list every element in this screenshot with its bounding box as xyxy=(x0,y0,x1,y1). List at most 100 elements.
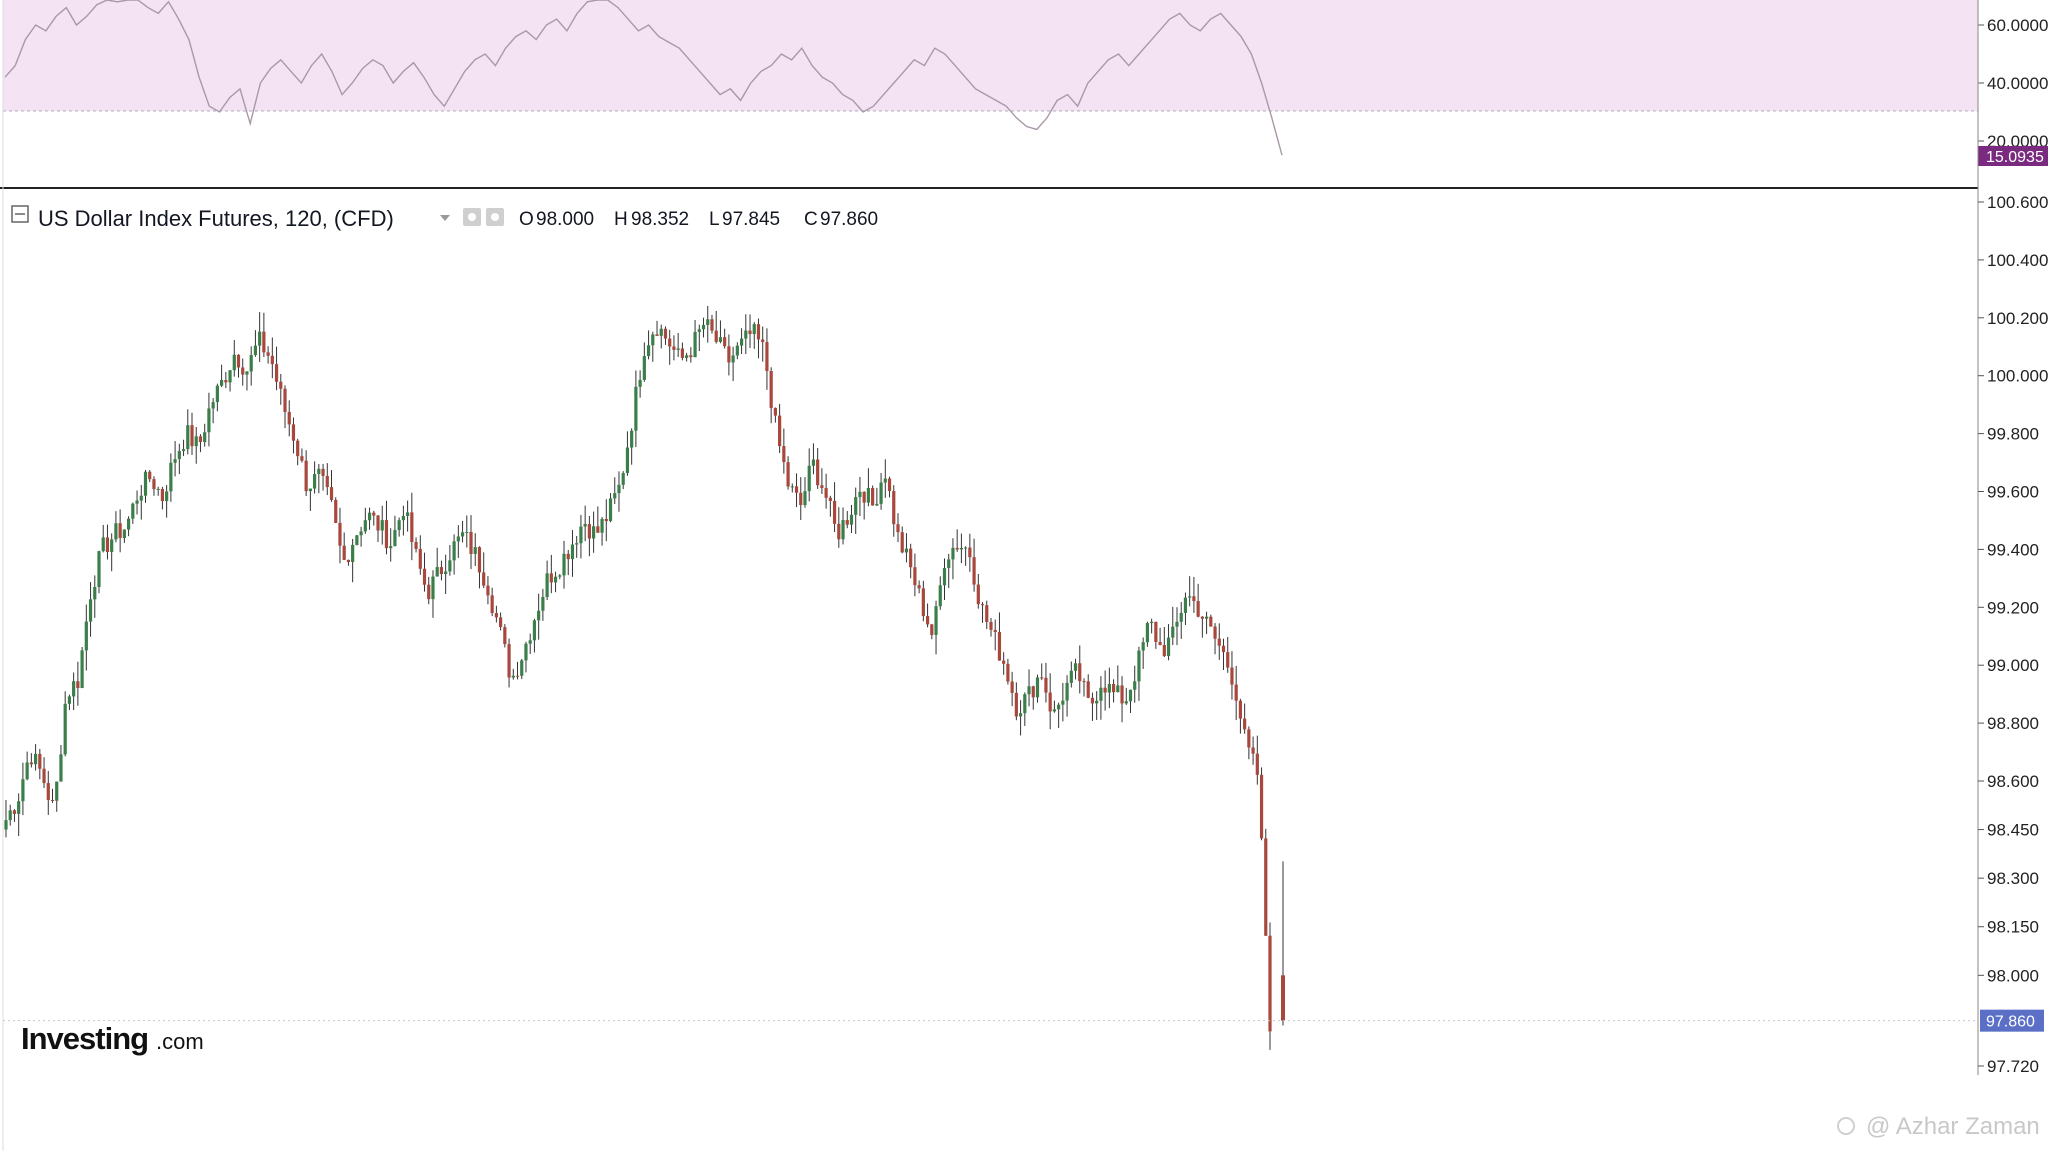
candle-body xyxy=(1247,729,1251,748)
candle-body xyxy=(249,355,253,372)
candle-body xyxy=(1010,681,1014,693)
candle-body xyxy=(126,518,131,530)
candle-body xyxy=(12,810,17,814)
candle-body xyxy=(287,411,291,425)
candle-body xyxy=(1111,683,1116,693)
candle-body xyxy=(401,515,405,521)
candle-body xyxy=(1255,753,1259,775)
candle-body xyxy=(1018,713,1023,717)
ohlc-close-key: C xyxy=(804,209,818,230)
price-tick-label: 99.000 xyxy=(1987,656,2039,675)
candle-body xyxy=(422,568,427,585)
candle-body xyxy=(1221,645,1226,653)
candle-body xyxy=(959,547,963,550)
candle-body xyxy=(236,354,241,368)
rsi-overbought-band xyxy=(3,0,1978,111)
candle-body xyxy=(1002,660,1006,664)
candle-body xyxy=(308,488,312,492)
candle-body xyxy=(993,629,997,633)
candle-body xyxy=(909,548,913,568)
candle-body xyxy=(1031,686,1035,698)
candle-body xyxy=(896,524,900,533)
candle-body xyxy=(575,543,579,545)
price-tick-label: 98.150 xyxy=(1987,918,2039,937)
candle-body xyxy=(203,432,207,443)
candle-body xyxy=(258,331,262,346)
candle-body xyxy=(790,486,794,488)
price-panel[interactable]: 100.600 100.400 100.200 100.000 99.800 99.600… xyxy=(3,193,2048,1076)
candle-body xyxy=(152,479,156,490)
candle-body xyxy=(169,462,173,492)
candle-body xyxy=(951,547,955,560)
candle-body xyxy=(727,346,731,363)
watermark-icon xyxy=(1837,1117,1855,1135)
candle-body xyxy=(1230,667,1234,685)
ohlc-close-value: 97.860 xyxy=(820,209,878,230)
candle-body xyxy=(672,346,676,350)
candle-body xyxy=(72,681,76,697)
candle-body xyxy=(1027,686,1031,695)
candle-body xyxy=(756,324,761,340)
chevron-down-icon[interactable] xyxy=(440,215,450,221)
candle-body xyxy=(1137,650,1141,682)
candle-body xyxy=(452,541,456,561)
last-price-badge xyxy=(1980,1009,2044,1032)
candle-body xyxy=(435,567,439,577)
price-tick-label: 98.600 xyxy=(1987,772,2039,791)
ohlc-open-key: O xyxy=(519,209,534,230)
price-tick-label: 99.800 xyxy=(1987,425,2039,444)
candle-body xyxy=(837,523,841,540)
candle-body xyxy=(625,447,630,474)
price-tick-label: 100.000 xyxy=(1987,367,2048,386)
candle-body xyxy=(820,485,824,489)
candle-body xyxy=(486,585,490,596)
symbol-title[interactable]: US Dollar Index Futures, 120, (CFD) xyxy=(38,206,394,231)
candle-body xyxy=(186,425,190,450)
investing-logo[interactable]: Investing .com xyxy=(21,1021,204,1056)
candle-body xyxy=(1196,601,1200,617)
candle-body xyxy=(410,512,414,543)
candle-body xyxy=(621,473,625,485)
candle-body xyxy=(355,535,359,545)
candle-body xyxy=(600,518,604,533)
price-tick-label: 100.200 xyxy=(1987,309,2048,328)
candle-body xyxy=(883,478,887,483)
candle-body xyxy=(76,681,80,689)
candle-body xyxy=(1166,637,1171,657)
candle-body xyxy=(380,520,384,531)
candle-body xyxy=(1145,623,1150,643)
candle-body xyxy=(1251,747,1255,754)
candle-body xyxy=(300,456,304,461)
candle-body xyxy=(1209,616,1213,627)
candle-body xyxy=(376,515,380,531)
candle-body xyxy=(1259,774,1264,839)
price-tick-label: 98.000 xyxy=(1987,966,2039,985)
price-tick-label: 99.200 xyxy=(1987,598,2039,617)
candle-body xyxy=(439,567,444,575)
ohlc-high-key: H xyxy=(614,209,628,230)
candle-body xyxy=(114,523,118,540)
candle-body xyxy=(397,520,401,531)
candle-body xyxy=(816,459,820,486)
candle-body xyxy=(608,498,613,522)
candle-body xyxy=(359,531,363,536)
candle-body xyxy=(887,478,892,491)
candle-body xyxy=(799,492,803,506)
candle-body xyxy=(211,402,215,409)
candle-body xyxy=(921,588,925,617)
candle-body xyxy=(997,632,1002,661)
candle-body xyxy=(215,385,219,403)
candle-body xyxy=(731,355,735,363)
candle-body xyxy=(934,606,938,635)
price-tick-label: 98.450 xyxy=(1987,821,2039,840)
candle-body xyxy=(448,560,452,572)
candle-body xyxy=(325,475,329,488)
gear-icon-center xyxy=(491,213,499,221)
candle-body xyxy=(685,355,689,358)
candle-body xyxy=(33,753,38,765)
candle-body xyxy=(723,337,727,347)
candle-body xyxy=(469,531,473,554)
candle-body xyxy=(165,491,169,502)
candle-body xyxy=(1128,689,1133,702)
